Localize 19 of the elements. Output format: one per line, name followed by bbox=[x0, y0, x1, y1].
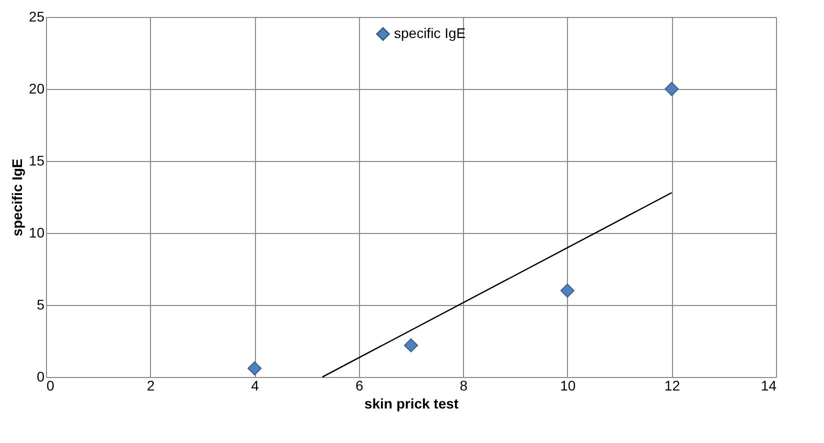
point bbox=[664, 82, 679, 96]
x-tick-label: 12 bbox=[664, 378, 680, 394]
y-tick-label: 15 bbox=[28, 152, 45, 168]
legend-label: specific IgE bbox=[394, 25, 466, 41]
point bbox=[248, 361, 262, 376]
point bbox=[560, 284, 574, 298]
x-tick-label: 6 bbox=[355, 378, 364, 394]
x-tick-label: 4 bbox=[251, 378, 260, 394]
x-axis-title: skin prick test bbox=[364, 396, 459, 412]
y-tick-label: 10 bbox=[28, 224, 45, 240]
y-tick-label: 20 bbox=[28, 80, 45, 96]
x-tick-label: 14 bbox=[760, 378, 777, 394]
x-tick-label: 2 bbox=[146, 378, 155, 394]
y-axis-title: specific IgE bbox=[8, 158, 25, 236]
x-tick-label: 8 bbox=[460, 378, 468, 394]
y-tick-label: 25 bbox=[28, 8, 45, 24]
x-tick-label: 10 bbox=[560, 378, 576, 394]
point bbox=[404, 338, 418, 352]
y-tick-label: 5 bbox=[36, 296, 45, 312]
